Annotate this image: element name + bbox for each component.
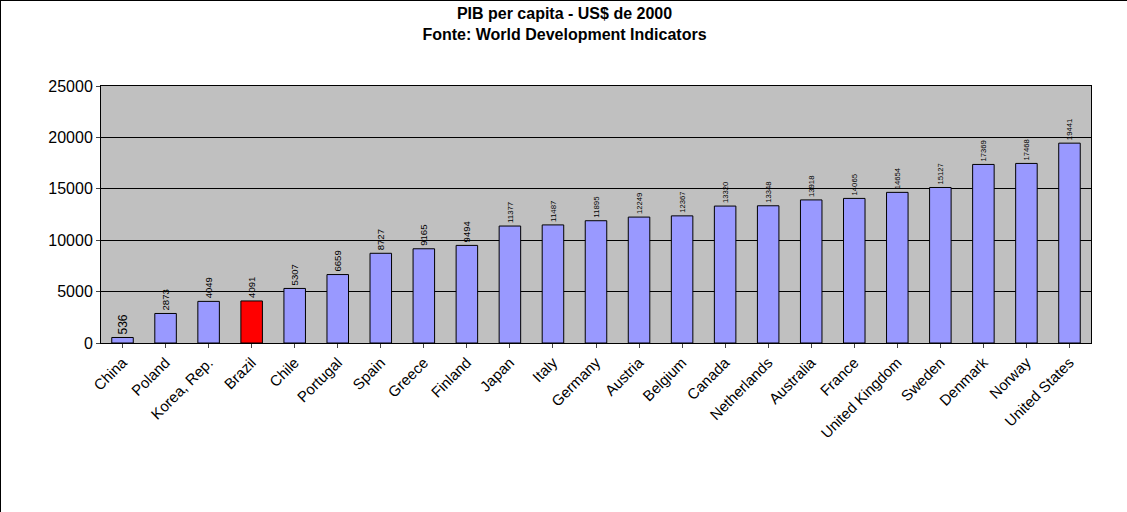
- svg-text:Germany: Germany: [548, 354, 604, 410]
- svg-text:13918: 13918: [807, 176, 816, 197]
- svg-text:Poland: Poland: [128, 354, 173, 399]
- svg-text:13348: 13348: [764, 181, 773, 202]
- svg-text:Norway: Norway: [986, 354, 1034, 402]
- svg-text:20000: 20000: [48, 129, 93, 146]
- svg-text:PIB per capita - US$ de 2000Fo: PIB per capita - US$ de 2000Fonte: World…: [422, 5, 706, 43]
- svg-text:Brazil: Brazil: [221, 354, 260, 393]
- svg-text:536: 536: [116, 314, 130, 334]
- svg-text:2873: 2873: [160, 289, 171, 310]
- svg-text:17468: 17468: [1022, 139, 1031, 160]
- svg-text:14065: 14065: [850, 174, 859, 195]
- svg-text:France: France: [817, 354, 862, 399]
- svg-text:Austria: Austria: [601, 353, 646, 398]
- svg-text:10000: 10000: [48, 232, 93, 249]
- svg-text:15000: 15000: [48, 180, 93, 197]
- svg-text:17369: 17369: [979, 140, 988, 161]
- svg-text:Netherlands: Netherlands: [706, 354, 775, 423]
- svg-text:6659: 6659: [332, 250, 343, 271]
- svg-text:9165: 9165: [418, 225, 429, 246]
- svg-text:8727: 8727: [375, 229, 386, 250]
- svg-text:15127: 15127: [936, 163, 945, 184]
- svg-text:United States: United States: [1001, 354, 1077, 430]
- svg-text:25000: 25000: [48, 78, 93, 95]
- svg-text:12367: 12367: [678, 192, 687, 213]
- svg-text:13320: 13320: [721, 182, 730, 203]
- svg-text:Korea, Rep.: Korea, Rep.: [147, 354, 216, 423]
- svg-text:Portugal: Portugal: [294, 354, 346, 406]
- svg-text:5307: 5307: [289, 264, 300, 285]
- svg-text:4091: 4091: [246, 277, 257, 298]
- svg-text:12249: 12249: [635, 193, 644, 214]
- svg-text:Australia: Australia: [765, 353, 819, 407]
- svg-text:11487: 11487: [549, 201, 558, 222]
- svg-text:0: 0: [84, 335, 93, 352]
- svg-text:Sweden: Sweden: [897, 354, 947, 404]
- svg-text:Chile: Chile: [266, 354, 302, 390]
- svg-text:Greece: Greece: [384, 354, 431, 401]
- svg-text:China: China: [90, 353, 130, 393]
- svg-text:United Kingdom: United Kingdom: [817, 354, 904, 441]
- svg-text:14654: 14654: [893, 167, 902, 189]
- svg-text:11377: 11377: [506, 202, 515, 223]
- svg-text:Canada: Canada: [683, 353, 733, 403]
- svg-text:Japan: Japan: [476, 354, 517, 395]
- svg-text:Italy: Italy: [529, 354, 561, 386]
- svg-text:Finland: Finland: [427, 354, 474, 401]
- svg-text:4049: 4049: [203, 277, 214, 298]
- svg-text:9494: 9494: [461, 220, 472, 242]
- svg-text:Belgium: Belgium: [639, 354, 689, 404]
- svg-text:19441: 19441: [1065, 119, 1074, 140]
- svg-text:Spain: Spain: [349, 354, 388, 393]
- svg-text:5000: 5000: [57, 283, 93, 300]
- svg-text:11895: 11895: [592, 196, 601, 218]
- svg-text:Denmark: Denmark: [936, 354, 991, 409]
